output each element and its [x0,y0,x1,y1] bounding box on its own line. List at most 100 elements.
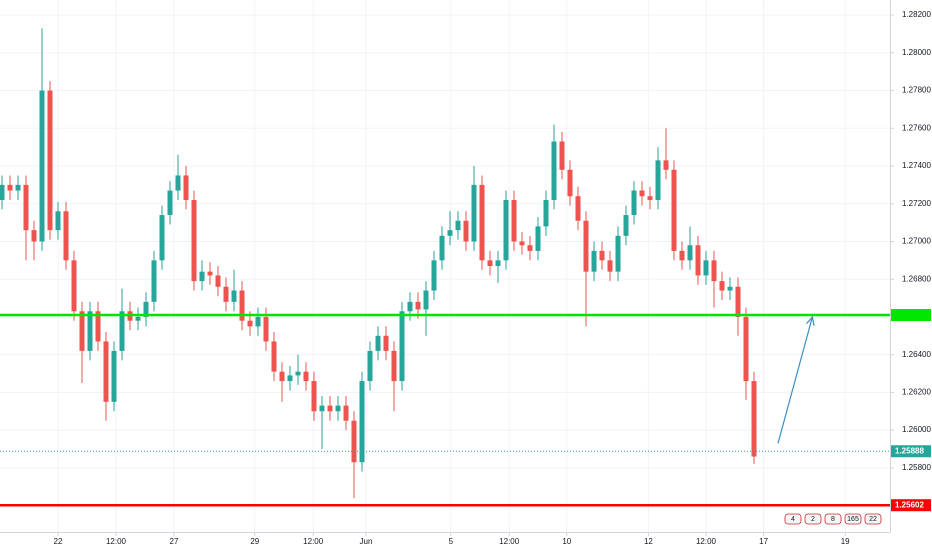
arrow-head [806,315,815,326]
candle-body [303,371,309,382]
price-label: 1.25602 [895,500,924,509]
event-flag [864,513,882,525]
x-tick-label: 12:00 [499,537,520,546]
arrow-line [777,316,813,444]
candle-body [703,260,709,276]
candle-body [495,260,501,266]
x-tick-label: 12:00 [303,537,324,546]
candle-body [359,381,365,463]
candle-body [199,271,205,282]
candle-body [319,405,325,412]
candle-body [375,335,381,351]
candle-body [415,301,421,310]
candle-body [463,220,469,242]
candle-body [239,290,245,321]
candle-body [559,141,565,170]
candle-body [327,405,333,412]
candle-body [0,184,5,200]
candle-body [247,320,253,327]
candle-body [447,230,453,236]
candle-body [535,226,541,251]
candle-body [591,250,597,272]
candle-body [663,160,669,170]
candle-body [71,260,77,312]
price-label-box [891,499,931,512]
candle-body [543,199,549,227]
price-label-box [891,445,931,458]
candle-body [279,371,285,382]
candle-body [159,215,165,261]
candle-body [511,199,517,242]
candle-body [287,375,293,382]
candle-body [335,405,341,412]
candle-body [79,311,85,351]
x-tick-label: 29 [250,537,259,546]
y-tick-label: 1.28200 [902,10,931,19]
candle-body [47,90,53,231]
event-flag [824,513,842,525]
x-tick-label: 17 [759,537,768,546]
candle-body [431,260,437,291]
candle-body [423,290,429,310]
candle-body [119,311,125,351]
candle-body [87,311,93,351]
x-tick-label: 19 [841,537,850,546]
candle-body [503,199,509,261]
candle-body [679,250,685,261]
x-tick-label: 12:00 [696,537,717,546]
candle-body [167,190,173,216]
candle-body [351,420,357,463]
candle-body [15,184,21,191]
candle-body [271,341,277,372]
event-count: 22 [869,516,877,523]
candle-body [143,301,149,317]
y-tick-label: 1.27600 [902,123,931,132]
candle-body [407,301,413,312]
candle-body [7,184,13,191]
candle-body [39,90,45,242]
candle-body [655,160,661,200]
candle-body [455,220,461,231]
candle-body [151,260,157,302]
candle-body [487,260,493,266]
y-tick-label: 1.25800 [902,463,931,472]
candle-body [647,196,653,200]
y-tick-label: 1.26800 [902,274,931,283]
candle-body [95,311,101,342]
price-label: 1.25888 [895,446,924,455]
candle-body [631,190,637,216]
candle-body [623,215,629,236]
candle-body [207,271,213,276]
candle-body [479,184,485,261]
y-tick-label: 1.27400 [902,161,931,170]
event-count: 8 [831,516,835,523]
y-tick-label: 1.27800 [902,86,931,95]
candle-body [607,260,613,272]
price-label-box [891,309,931,322]
candle-body [639,190,645,197]
candle-body [735,286,741,317]
candle-body [231,290,237,302]
candle-body [727,286,733,291]
candle-body [367,350,373,382]
candle-body [615,235,621,272]
x-tick-label: 12:00 [106,537,127,546]
candle-body [23,184,29,231]
candle-body [263,316,269,342]
candle-body [567,169,573,197]
candle-body [311,381,317,412]
candle-body [391,350,397,382]
y-tick-label: 1.26400 [902,350,931,359]
event-flag [784,513,802,525]
candle-body [399,311,405,382]
candle-body [215,275,221,287]
candle-body [439,235,445,261]
y-tick-label: 1.26000 [902,425,931,434]
event-count: 4 [791,516,795,523]
candle-body [583,220,589,272]
candle-body [255,316,261,327]
candle-body [599,250,605,261]
event-count: 2 [811,516,815,523]
candle-body [223,286,229,302]
